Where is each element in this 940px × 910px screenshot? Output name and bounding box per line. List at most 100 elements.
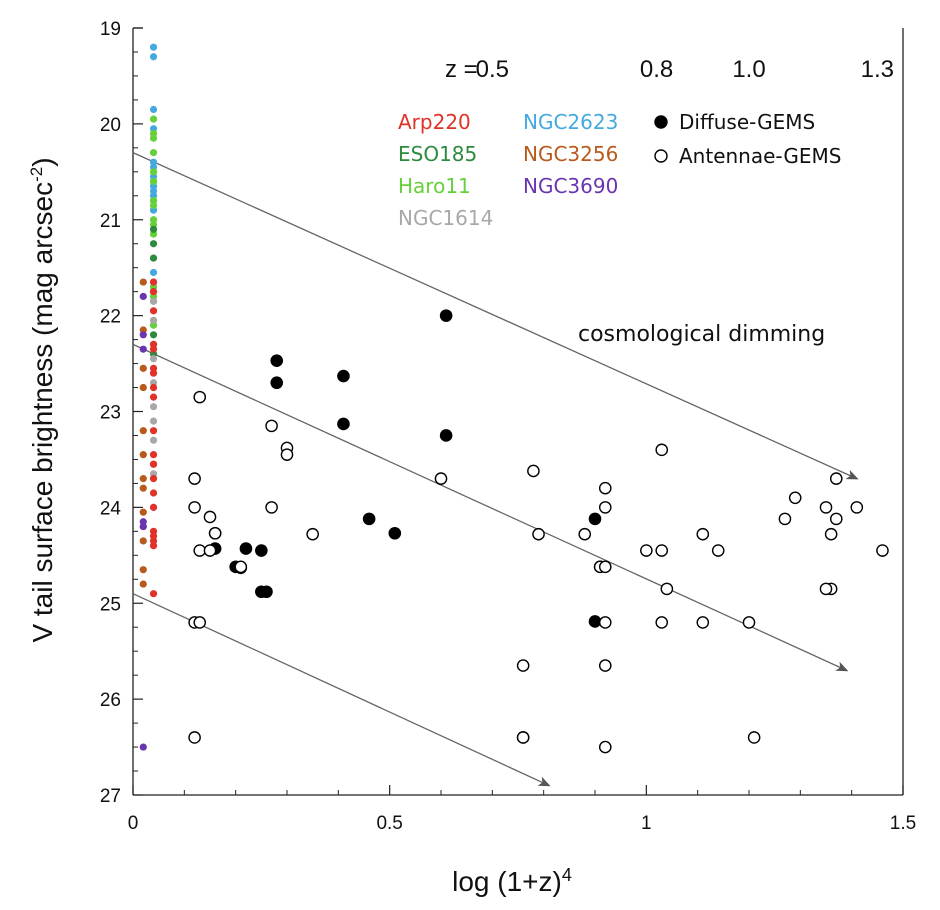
antennae-gems-point bbox=[203, 510, 217, 524]
antennae-gems-point bbox=[532, 527, 545, 541]
eso185-point bbox=[149, 331, 158, 339]
x-tick-label: 0 bbox=[128, 813, 139, 834]
diffuse-gems-point bbox=[588, 615, 602, 628]
ngc2623-point bbox=[149, 53, 158, 61]
arp220-point bbox=[149, 475, 158, 483]
antennae-gems-point bbox=[434, 472, 448, 485]
arp220-point bbox=[149, 288, 158, 296]
arp220-point bbox=[149, 369, 158, 377]
antennae-gems-point bbox=[660, 582, 674, 596]
ngc3256-point bbox=[139, 580, 147, 588]
antennae-gems-point bbox=[819, 501, 833, 514]
arp220-point bbox=[149, 278, 158, 286]
y-tick-label: 20 bbox=[100, 115, 121, 136]
antennae-gems-point bbox=[598, 481, 612, 495]
antennae-gems-point bbox=[829, 512, 843, 526]
antennae-gems-point bbox=[208, 526, 222, 540]
dimming-arrow bbox=[132, 152, 859, 480]
antennae-gems-point bbox=[193, 544, 207, 557]
redshift-scale: z = 0.5 0.8 1.0 1.3 bbox=[445, 56, 894, 83]
arp220-point bbox=[149, 307, 158, 315]
antennae-gems-point bbox=[188, 472, 201, 485]
haro11-point bbox=[149, 134, 158, 142]
dimming-annotation: cosmological dimming bbox=[578, 322, 825, 347]
legend-label-gems: Antennae-GEMS bbox=[679, 144, 841, 168]
ngc1614-point bbox=[149, 417, 158, 425]
y-tick-label: 22 bbox=[100, 307, 121, 328]
diffuse-gems-point bbox=[270, 354, 284, 367]
eso185-point bbox=[149, 254, 158, 262]
antennae-gems-point bbox=[598, 740, 612, 754]
y-tick-label: 23 bbox=[100, 403, 121, 424]
arp220-point bbox=[149, 393, 158, 401]
x-tick-label: 0.5 bbox=[376, 813, 402, 834]
diffuse-gems-point bbox=[588, 512, 602, 526]
y-tick-label: 25 bbox=[100, 594, 121, 615]
arp220-point bbox=[149, 590, 158, 598]
antennae-gems-point bbox=[829, 472, 843, 485]
legend-marker-diffuse bbox=[654, 115, 668, 129]
dimming-lines bbox=[132, 152, 859, 787]
antennae-gems-point bbox=[188, 501, 201, 514]
antennae-gems-point bbox=[234, 560, 248, 574]
antennae-gems-point bbox=[696, 616, 710, 629]
ngc3256-point bbox=[139, 383, 147, 392]
haro11-point bbox=[149, 115, 158, 123]
redshift-mark: 0.8 bbox=[640, 56, 673, 83]
arp220-point bbox=[149, 503, 158, 511]
arp220-point bbox=[149, 345, 158, 353]
antennae-gems-point bbox=[850, 501, 864, 514]
arp220-point bbox=[149, 427, 158, 435]
x-tick-label: 1 bbox=[641, 813, 652, 834]
antennae-gems-point bbox=[655, 616, 669, 629]
ngc3256-point bbox=[139, 451, 147, 459]
arp220-point bbox=[149, 460, 158, 468]
antennae-gems-point bbox=[778, 512, 792, 526]
legend-entry-arp220: Arp220 bbox=[398, 110, 471, 134]
ngc1614-point bbox=[149, 297, 158, 305]
diffuse-gems-point bbox=[439, 309, 453, 322]
ngc3690-point bbox=[139, 331, 147, 339]
ngc3256-point bbox=[139, 566, 147, 574]
data-points bbox=[139, 43, 889, 754]
ngc3256-point bbox=[139, 427, 147, 435]
axis-ticks: 19 20 21 22 23 24 25 26 27 0 0.5 1 1.5 bbox=[100, 19, 916, 834]
antennae-gems-point bbox=[306, 527, 319, 541]
antennae-gems-point bbox=[640, 544, 653, 557]
y-tick-label: 27 bbox=[100, 786, 121, 807]
legend-entry-haro11: Haro11 bbox=[398, 174, 471, 198]
antennae-gems-point bbox=[824, 527, 838, 541]
legend-entry-ngc3256: NGC3256 bbox=[523, 142, 618, 166]
ngc3690-point bbox=[139, 743, 147, 751]
diffuse-gems-point bbox=[439, 429, 453, 442]
y-tick-label: 19 bbox=[100, 19, 121, 40]
x-tick-label: 1.5 bbox=[890, 813, 916, 834]
antennae-gems-point bbox=[747, 731, 761, 744]
legend-entry-ngc1614: NGC1614 bbox=[398, 206, 493, 230]
ngc1614-point bbox=[149, 403, 158, 411]
ngc3256-point bbox=[139, 278, 147, 286]
arp220-point bbox=[149, 451, 158, 459]
dimming-arrow bbox=[132, 343, 849, 672]
ngc2623-point bbox=[149, 268, 158, 277]
redshift-prefix: z = bbox=[445, 56, 478, 83]
antennae-gems-point bbox=[655, 443, 669, 457]
arp220-point bbox=[149, 383, 158, 392]
arp220-point bbox=[149, 542, 158, 550]
antennae-gems-point bbox=[598, 501, 612, 514]
haro11-point bbox=[149, 168, 158, 176]
haro11-point bbox=[149, 201, 158, 209]
legend-label-gems: Diffuse-GEMS bbox=[679, 110, 815, 134]
ngc2623-point bbox=[149, 105, 158, 114]
legend-local-galaxies: Arp220 ESO185 Haro11 NGC1614 NGC2623 NGC3256 N… bbox=[398, 110, 618, 230]
antennae-gems-point bbox=[203, 544, 217, 557]
antennae-gems-point bbox=[819, 582, 833, 596]
ngc3256-point bbox=[139, 537, 147, 545]
haro11-point bbox=[149, 177, 158, 185]
y-tick-label: 21 bbox=[100, 211, 121, 232]
antennae-gems-point bbox=[742, 616, 756, 629]
x-axis-title: log (1+z)4 bbox=[452, 865, 572, 897]
redshift-mark: 1.0 bbox=[732, 56, 765, 83]
arp220-point bbox=[149, 489, 158, 497]
